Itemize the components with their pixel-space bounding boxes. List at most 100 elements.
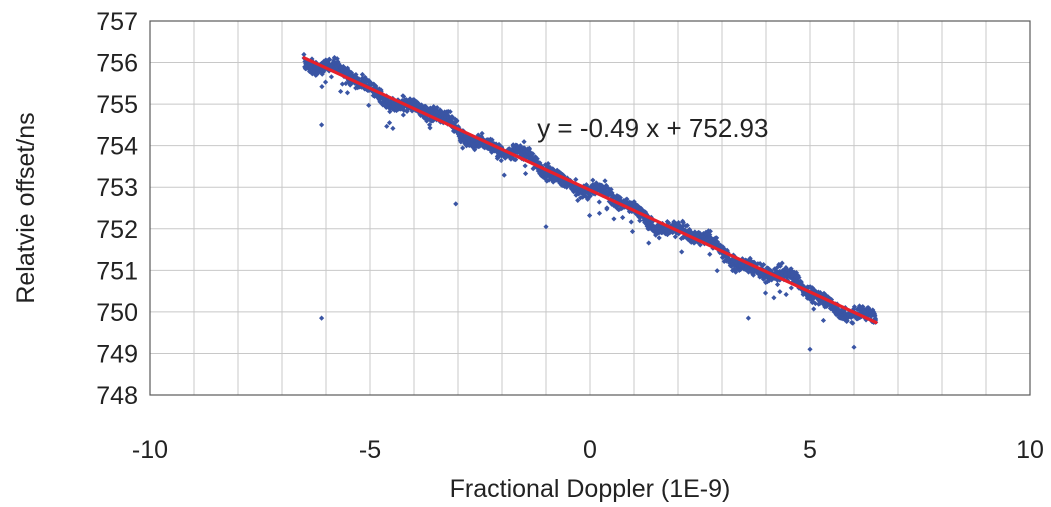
data-point bbox=[602, 178, 608, 184]
data-point bbox=[745, 315, 751, 321]
data-point bbox=[714, 268, 720, 274]
data-point bbox=[723, 258, 729, 264]
data-point bbox=[646, 240, 652, 246]
data-point bbox=[774, 268, 780, 275]
data-point bbox=[628, 219, 634, 225]
y-tick-label: 753 bbox=[96, 174, 138, 202]
data-point bbox=[510, 142, 516, 148]
data-point bbox=[331, 58, 337, 64]
data-point bbox=[522, 170, 529, 177]
data-point bbox=[320, 69, 326, 75]
data-point bbox=[657, 224, 663, 230]
data-point bbox=[359, 71, 366, 78]
data-point bbox=[604, 205, 610, 211]
y-tick-label: 754 bbox=[96, 133, 138, 161]
data-point bbox=[656, 235, 662, 241]
data-point bbox=[707, 251, 713, 257]
data-point bbox=[840, 316, 846, 322]
y-tick-label: 757 bbox=[96, 8, 138, 36]
data-point bbox=[545, 161, 551, 167]
plot-frame bbox=[149, 20, 1031, 396]
data-point bbox=[366, 87, 372, 94]
x-tick-label: -10 bbox=[132, 436, 168, 464]
data-point bbox=[776, 272, 783, 278]
y-tick-label: 755 bbox=[96, 91, 138, 119]
data-point bbox=[373, 85, 379, 91]
data-point bbox=[750, 272, 756, 278]
data-point bbox=[538, 173, 544, 179]
data-point bbox=[322, 79, 329, 85]
y-tick-labels: 748 749 750 751 752 753 754 755 756 757 bbox=[96, 8, 138, 410]
data-point bbox=[647, 220, 653, 226]
data-point bbox=[522, 163, 528, 169]
y-tick-label: 752 bbox=[96, 216, 138, 244]
data-point bbox=[747, 255, 753, 261]
data-point bbox=[583, 194, 589, 200]
grid-lines bbox=[149, 20, 1031, 396]
data-point bbox=[779, 260, 785, 266]
data-point bbox=[526, 145, 532, 152]
data-point bbox=[788, 285, 794, 291]
data-point bbox=[664, 231, 671, 238]
data-point bbox=[774, 277, 781, 283]
data-point bbox=[502, 155, 508, 161]
data-point bbox=[319, 122, 325, 128]
data-point bbox=[732, 258, 738, 264]
x-axis-title: Fractional Doppler (1E-9) bbox=[450, 475, 731, 503]
data-point bbox=[498, 157, 504, 164]
data-point bbox=[454, 117, 460, 124]
data-point bbox=[762, 274, 768, 281]
data-point bbox=[322, 67, 328, 73]
data-point bbox=[835, 304, 841, 310]
data-point bbox=[348, 70, 355, 76]
data-point bbox=[697, 242, 703, 248]
data-point bbox=[535, 159, 541, 165]
data-point bbox=[586, 195, 592, 201]
data-point bbox=[811, 306, 817, 312]
data-point bbox=[424, 118, 430, 124]
data-point bbox=[384, 123, 390, 129]
data-point bbox=[521, 139, 527, 145]
data-point bbox=[336, 63, 342, 69]
data-point bbox=[745, 269, 752, 275]
y-tick-label: 749 bbox=[96, 340, 138, 368]
data-point bbox=[380, 102, 386, 108]
data-point bbox=[822, 293, 828, 299]
data-point bbox=[436, 109, 442, 115]
y-tick-label: 751 bbox=[96, 257, 138, 285]
x-tick-label: 0 bbox=[583, 436, 597, 464]
data-point bbox=[438, 108, 444, 114]
data-point bbox=[377, 99, 383, 105]
data-point bbox=[326, 57, 333, 63]
data-point bbox=[339, 81, 345, 87]
data-point bbox=[748, 269, 755, 275]
data-point bbox=[684, 222, 691, 229]
data-point bbox=[728, 263, 735, 269]
data-point bbox=[733, 260, 740, 266]
data-point bbox=[624, 196, 630, 202]
data-point bbox=[366, 102, 372, 108]
data-point bbox=[680, 222, 686, 229]
data-point bbox=[430, 118, 436, 124]
data-point bbox=[676, 231, 682, 237]
data-point bbox=[795, 272, 801, 279]
data-point bbox=[821, 290, 827, 297]
data-point bbox=[328, 74, 335, 80]
data-point bbox=[334, 56, 340, 62]
data-point bbox=[530, 151, 536, 157]
data-point bbox=[784, 266, 790, 272]
data-point bbox=[335, 59, 341, 65]
trendline-equation: y = -0.49 x + 752.93 bbox=[537, 113, 768, 143]
data-point bbox=[434, 104, 440, 111]
data-point bbox=[629, 228, 636, 235]
data-point bbox=[783, 291, 789, 298]
data-point bbox=[306, 68, 313, 75]
data-point bbox=[637, 218, 643, 224]
data-point bbox=[404, 108, 410, 115]
data-point bbox=[851, 344, 857, 350]
data-point bbox=[860, 304, 866, 310]
data-point bbox=[596, 199, 602, 205]
data-point bbox=[760, 262, 767, 268]
data-point bbox=[771, 266, 778, 272]
data-point bbox=[587, 212, 593, 219]
